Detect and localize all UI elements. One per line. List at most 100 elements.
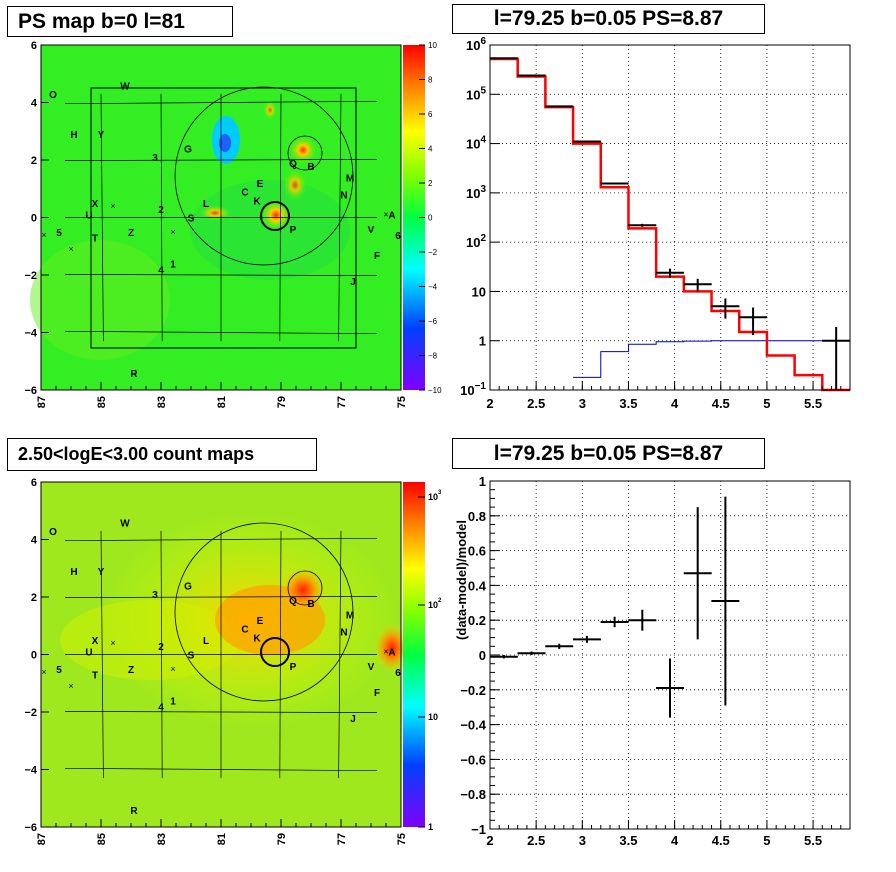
ps-map-grid bbox=[64, 93, 378, 342]
source-label: N bbox=[340, 628, 347, 639]
map-grid-parallel bbox=[64, 711, 378, 713]
count-map-source-labels: O W H Y 3 G Q B M ECK N X L 2 S U A 5 Z T P V 6 F 14 J R × × × × × bbox=[41, 518, 401, 817]
source-marker: × bbox=[41, 667, 46, 677]
y-tick-label: −4 bbox=[24, 328, 37, 340]
source-label: H bbox=[70, 567, 77, 578]
source-label: X bbox=[92, 636, 99, 647]
map-grid-parallel bbox=[64, 159, 378, 161]
y-tick-label: 4 bbox=[31, 535, 38, 547]
source-label: W bbox=[120, 81, 130, 92]
source-label: A bbox=[388, 648, 395, 659]
source-label: Z bbox=[128, 228, 134, 239]
colorbar-tick-label: 1 bbox=[428, 822, 433, 832]
source-label: T bbox=[92, 671, 98, 682]
count-map-test-source-circle bbox=[260, 637, 290, 667]
source-label: 2 bbox=[158, 642, 164, 653]
colorbar-tick-label: 102 bbox=[428, 598, 442, 610]
source-label: V bbox=[368, 225, 375, 236]
residual-axes: 2 2.5 3 3.5 4 4.5 5 5.5 1 0.8 0.6 0.4 0.2 0 −0.2 −0.4 −0… bbox=[460, 474, 851, 848]
ps-map-test-source-circle bbox=[260, 201, 290, 231]
x-tick-label: 79 bbox=[276, 396, 288, 408]
ps-map-hotspot bbox=[260, 199, 292, 231]
source-marker: × bbox=[41, 230, 46, 240]
source-label: 4 bbox=[158, 702, 164, 713]
x-tick-label: 85 bbox=[96, 396, 108, 408]
source-label: T bbox=[92, 234, 98, 245]
ps-map-colorbar-ticks: 10 8 6 4 2 0 −2 −4 −6 −8 −10 bbox=[419, 41, 442, 395]
ps-map-hotspot bbox=[263, 100, 277, 120]
source-label: U bbox=[85, 211, 92, 222]
source-label: W bbox=[120, 518, 130, 529]
x-tick-label: 85 bbox=[96, 833, 108, 845]
colorbar-tick-label: 10 bbox=[428, 712, 438, 722]
source-label: E bbox=[257, 179, 264, 190]
source-label: Q bbox=[289, 596, 297, 607]
source-label: 6 bbox=[395, 668, 401, 679]
source-label: M bbox=[346, 610, 354, 621]
colorbar-tick-label: 103 bbox=[428, 490, 442, 502]
source-marker: × bbox=[110, 638, 115, 648]
y-tick-label: 6 bbox=[31, 477, 37, 489]
source-label: 1 bbox=[170, 697, 176, 708]
y-tick-label: −0.8 bbox=[460, 787, 486, 802]
ps-map-axes: 87 85 83 81 79 77 75 6 4 2 0 −2 −4 −6 bbox=[24, 40, 408, 408]
residual-title: l=79.25 b=0.05 PS=8.87 bbox=[452, 438, 765, 469]
source-label: R bbox=[130, 806, 138, 817]
x-tick-label: 4.5 bbox=[712, 833, 730, 848]
x-tick-label: 5.5 bbox=[804, 396, 822, 411]
count-map-grid bbox=[64, 530, 378, 779]
residual-grid bbox=[490, 481, 850, 829]
source-label: 5 bbox=[56, 228, 62, 239]
map-grid-parallel bbox=[64, 537, 378, 542]
ps-map-roi-circle bbox=[174, 86, 354, 266]
x-tick-label: 77 bbox=[336, 833, 348, 845]
source-label: Y bbox=[98, 567, 105, 578]
colorbar-tick-label: −4 bbox=[428, 283, 438, 292]
source-label: 6 bbox=[395, 231, 401, 242]
y-tick-label: 1 bbox=[479, 474, 486, 489]
y-tick-label: 10 bbox=[472, 284, 486, 299]
ps-map-source-labels: O W H Y 3 G Q B M ECK N X L 2 S U A 5 Z T P V 6 F 14 J R × × × × × bbox=[41, 81, 401, 380]
source-label: U bbox=[85, 648, 92, 659]
y-tick-label: 2 bbox=[31, 155, 37, 167]
residual-ylabel: (data-model)/model bbox=[454, 520, 469, 640]
y-tick-label: −1 bbox=[471, 822, 486, 837]
y-tick-label: −2 bbox=[24, 270, 37, 282]
source-label: E bbox=[257, 616, 264, 627]
x-tick-label: 2 bbox=[486, 833, 493, 848]
y-tick-label: 0 bbox=[31, 213, 37, 225]
spectrum-plot bbox=[489, 57, 851, 392]
x-tick-label: 79 bbox=[276, 833, 288, 845]
colorbar-tick-label: 0 bbox=[428, 214, 433, 223]
map-grid-parallel bbox=[64, 100, 378, 105]
y-tick-label: 10−1 bbox=[460, 381, 486, 398]
source-label: O bbox=[49, 90, 57, 101]
x-tick-label: 5 bbox=[763, 396, 770, 411]
source-label: B bbox=[307, 162, 314, 173]
colorbar-tick-label: −2 bbox=[428, 248, 438, 257]
source-label: S bbox=[188, 214, 195, 225]
map-grid-parallel bbox=[64, 274, 378, 276]
source-marker: × bbox=[110, 201, 115, 211]
residual-plot bbox=[489, 496, 740, 718]
x-tick-label: 2 bbox=[486, 396, 493, 411]
x-tick-label: 3.5 bbox=[619, 833, 637, 848]
x-tick-label: 77 bbox=[336, 396, 348, 408]
source-label: J bbox=[350, 714, 356, 725]
y-tick-label: −0.4 bbox=[460, 718, 486, 733]
source-label: G bbox=[184, 582, 192, 593]
x-tick-label: 81 bbox=[216, 833, 228, 845]
source-label: S bbox=[188, 651, 195, 662]
y-tick-label: 2 bbox=[31, 592, 37, 604]
source-label: 2 bbox=[158, 205, 164, 216]
source-label: L bbox=[203, 636, 209, 647]
y-tick-label: 104 bbox=[466, 135, 486, 152]
source-marker: × bbox=[383, 210, 388, 220]
y-tick-label: 105 bbox=[466, 85, 486, 102]
x-tick-label: 3 bbox=[579, 833, 586, 848]
source-label: P bbox=[290, 225, 297, 236]
count-map-bright-source bbox=[281, 568, 325, 612]
ps-map-hotspot bbox=[283, 169, 307, 201]
